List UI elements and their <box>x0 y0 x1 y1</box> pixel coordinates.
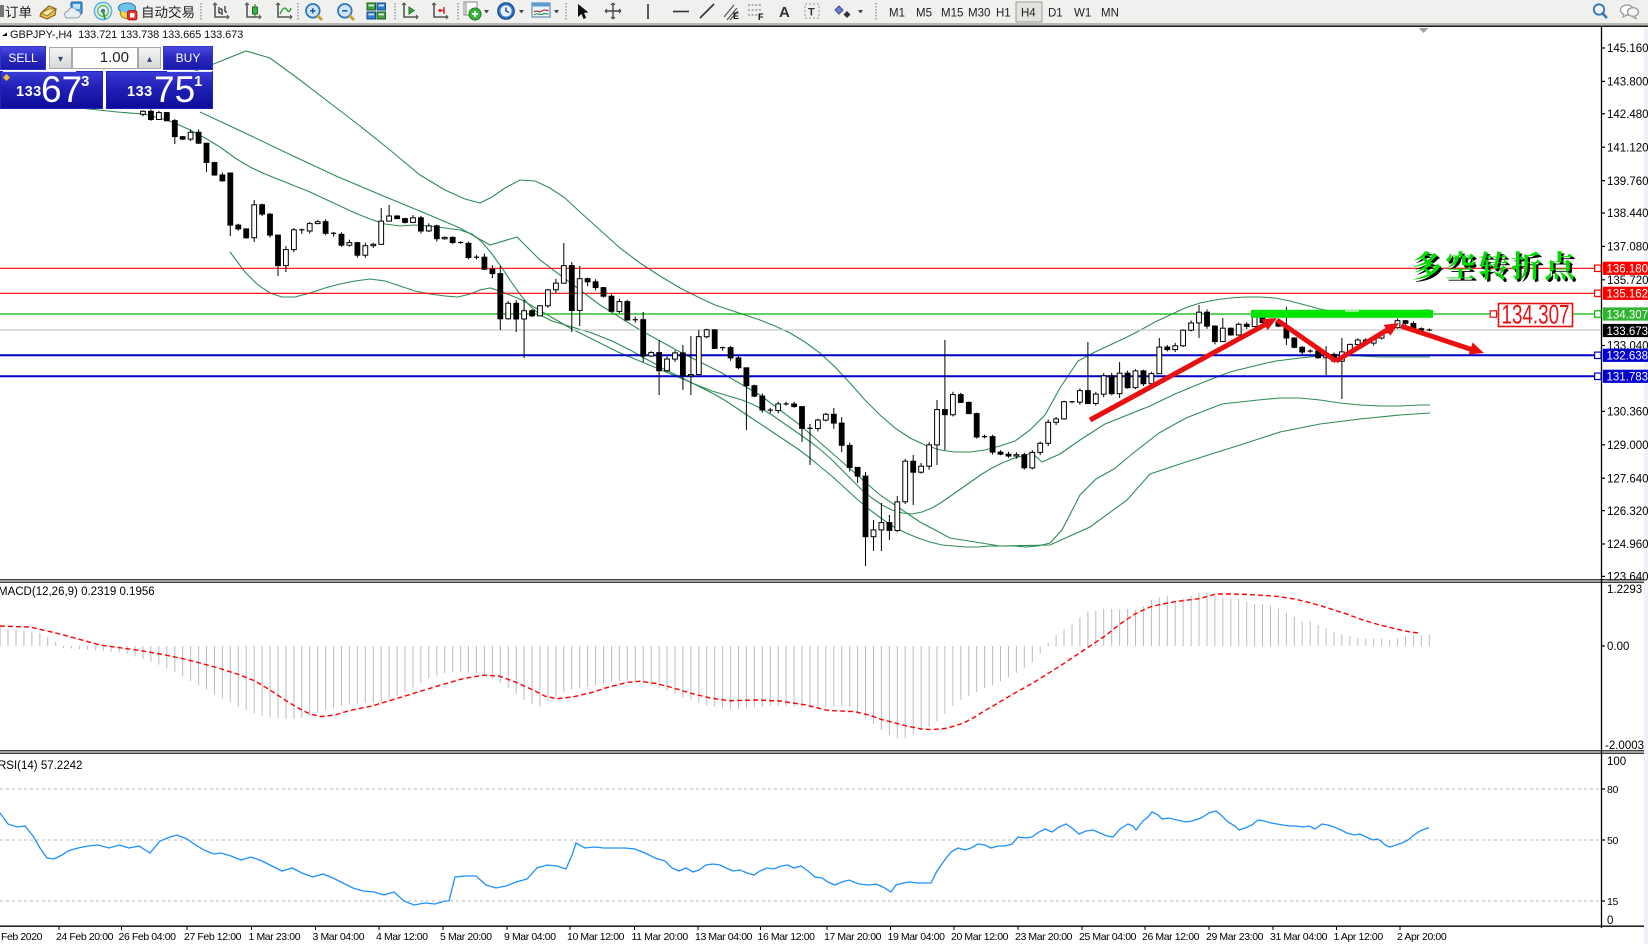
svg-text:16 Mar 12:00: 16 Mar 12:00 <box>758 931 816 943</box>
svg-text:134.307: 134.307 <box>1607 309 1648 321</box>
svg-text:M30: M30 <box>968 8 990 20</box>
svg-text:26 Feb 04:00: 26 Feb 04:00 <box>119 931 177 943</box>
svg-text:T: T <box>808 7 815 19</box>
svg-text:138.440: 138.440 <box>1607 208 1648 220</box>
svg-text:123.640: 123.640 <box>1607 572 1648 584</box>
svg-text:129.000: 129.000 <box>1607 440 1648 452</box>
svg-text:E: E <box>733 11 739 21</box>
svg-text:145.160: 145.160 <box>1607 43 1648 55</box>
svg-text:80: 80 <box>1607 784 1618 796</box>
svg-text:-2.0003: -2.0003 <box>1605 740 1644 752</box>
svg-text:MACD(12,26,9) 0.2319 0.1956: MACD(12,26,9) 0.2319 0.1956 <box>0 586 155 598</box>
svg-text:135.720: 135.720 <box>1607 275 1648 287</box>
svg-text:W1: W1 <box>1074 8 1091 20</box>
svg-text:1 Mar 23:00: 1 Mar 23:00 <box>249 931 301 943</box>
svg-text:127.640: 127.640 <box>1607 473 1648 485</box>
svg-text:GBPJPY-,H4 133.721 133.738 13: GBPJPY-,H4 133.721 133.738 133.665 133.6… <box>10 29 243 41</box>
svg-text:29 Mar 23:00: 29 Mar 23:00 <box>1206 931 1264 943</box>
svg-text:136.180: 136.180 <box>1607 264 1648 276</box>
svg-text:26 Mar 12:00: 26 Mar 12:00 <box>1142 931 1200 943</box>
svg-text:M5: M5 <box>916 8 932 20</box>
svg-text:10 Mar 12:00: 10 Mar 12:00 <box>567 931 625 943</box>
svg-text:1.2293: 1.2293 <box>1607 584 1642 596</box>
svg-text:19 Mar 04:00: 19 Mar 04:00 <box>888 931 946 943</box>
svg-text:4 Mar 12:00: 4 Mar 12:00 <box>376 931 428 943</box>
svg-text:MN: MN <box>1101 8 1119 20</box>
svg-text:3 Mar 04:00: 3 Mar 04:00 <box>313 931 365 943</box>
svg-text:25 Mar 04:00: 25 Mar 04:00 <box>1079 931 1137 943</box>
svg-text:143.800: 143.800 <box>1607 77 1648 89</box>
svg-text:5 Mar 20:00: 5 Mar 20:00 <box>440 931 492 943</box>
svg-text:1 Feb 2020: 1 Feb 2020 <box>0 931 43 943</box>
svg-text:31 Mar 04:00: 31 Mar 04:00 <box>1270 931 1328 943</box>
svg-text:100: 100 <box>1607 756 1626 768</box>
svg-text:141.120: 141.120 <box>1607 142 1648 154</box>
svg-text:M1: M1 <box>889 8 905 20</box>
svg-text:132.638: 132.638 <box>1607 351 1648 363</box>
svg-text:131.783: 131.783 <box>1607 372 1648 384</box>
svg-text:135.162: 135.162 <box>1607 289 1648 301</box>
svg-text:142.480: 142.480 <box>1607 109 1648 121</box>
svg-text:130.360: 130.360 <box>1607 407 1648 419</box>
svg-text:M15: M15 <box>941 8 963 20</box>
svg-text:H1: H1 <box>996 8 1011 20</box>
svg-text:11 Mar 20:00: 11 Mar 20:00 <box>632 931 689 943</box>
svg-text:17 Mar 20:00: 17 Mar 20:00 <box>824 931 882 943</box>
svg-text:F: F <box>758 12 764 22</box>
svg-text:124.960: 124.960 <box>1607 539 1648 551</box>
svg-text:1 Apr 12:00: 1 Apr 12:00 <box>1334 931 1384 943</box>
svg-text:50: 50 <box>1607 835 1618 847</box>
svg-text:9 Mar 04:00: 9 Mar 04:00 <box>504 931 556 943</box>
svg-text:137.080: 137.080 <box>1607 242 1648 254</box>
svg-text:H4: H4 <box>1021 8 1036 20</box>
svg-text:RSI(14) 57.2242: RSI(14) 57.2242 <box>0 760 82 772</box>
svg-text:134.307: 134.307 <box>1502 300 1570 330</box>
svg-text:A: A <box>779 4 790 21</box>
svg-text:0.00: 0.00 <box>1607 641 1629 653</box>
svg-text:139.760: 139.760 <box>1607 176 1648 188</box>
svg-text:126.320: 126.320 <box>1607 506 1648 518</box>
svg-text:2 Apr 20:00: 2 Apr 20:00 <box>1397 931 1447 943</box>
svg-text:20 Mar 12:00: 20 Mar 12:00 <box>951 931 1009 943</box>
svg-text:23 Mar 20:00: 23 Mar 20:00 <box>1015 931 1073 943</box>
svg-text:13 Mar 04:00: 13 Mar 04:00 <box>695 931 753 943</box>
svg-text:15: 15 <box>1607 896 1618 908</box>
svg-text:D1: D1 <box>1048 8 1063 20</box>
svg-text:0: 0 <box>1607 915 1613 927</box>
svg-text:27 Feb 12:00: 27 Feb 12:00 <box>184 931 242 943</box>
svg-text:133.673: 133.673 <box>1607 326 1648 338</box>
svg-text:24 Feb 20:00: 24 Feb 20:00 <box>56 931 114 943</box>
